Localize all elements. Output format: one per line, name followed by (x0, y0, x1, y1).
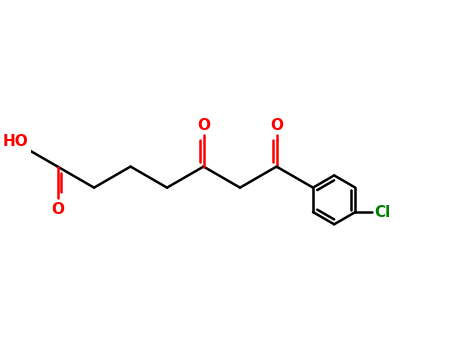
Text: HO: HO (2, 134, 28, 149)
Text: O: O (51, 202, 64, 217)
Text: O: O (197, 118, 210, 133)
Text: O: O (270, 118, 283, 133)
Text: Cl: Cl (374, 205, 390, 219)
